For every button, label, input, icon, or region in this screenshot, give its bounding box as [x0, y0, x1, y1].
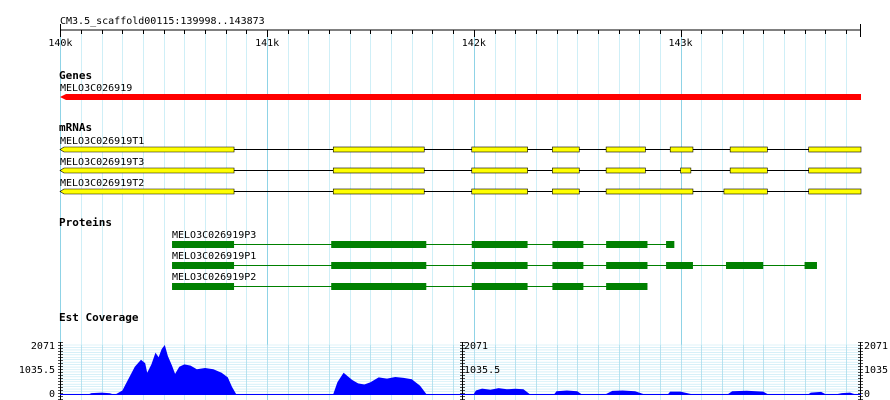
- protein-label: MELO3C026919P2: [172, 272, 256, 283]
- mrna-exon[interactable]: [552, 188, 580, 195]
- mrna-label: MELO3C026919T2: [60, 178, 144, 189]
- mrna-exon[interactable]: [808, 167, 862, 174]
- ruler-tick-label: 142k: [462, 38, 486, 49]
- coverage-zero-label-right: 0: [864, 389, 870, 400]
- mrna-exon[interactable]: [332, 188, 425, 195]
- genes-section-title: Genes: [59, 69, 92, 82]
- coverage-mid-label-right: 1035.5: [864, 365, 890, 376]
- protein-block[interactable]: [804, 262, 817, 269]
- protein-block[interactable]: [606, 241, 648, 248]
- protein-block[interactable]: [331, 241, 427, 248]
- coverage-axes: 2071 1035.5 0 2071 1035.5 2071 1035.5 0: [19, 341, 890, 400]
- ruler-tick-label: 140k: [48, 38, 72, 49]
- est-coverage-track: Est Coverage 2071 1035.5 0 2071 1035.5 2…: [19, 311, 890, 400]
- ruler: CM3.5_scaffold00115:139998..143873 140k 1…: [48, 16, 861, 49]
- gene-feature[interactable]: [60, 94, 861, 100]
- mrna-exon[interactable]: [471, 167, 528, 174]
- protein-block[interactable]: [331, 283, 427, 290]
- proteins-track: Proteins MELO3C026919P3 MELO3C026919P1 M…: [59, 216, 817, 290]
- genes-track: Genes MELO3C026919: [59, 69, 861, 100]
- protein-block[interactable]: [552, 241, 584, 248]
- mrna-exon[interactable]: [59, 167, 235, 174]
- mrna-exon[interactable]: [808, 188, 862, 195]
- coverage-zero-label: 0: [49, 389, 55, 400]
- mrna-exon[interactable]: [605, 146, 646, 153]
- mrna-exon[interactable]: [552, 146, 580, 153]
- location-label: CM3.5_scaffold00115:139998..143873: [60, 16, 265, 27]
- mrna-exon[interactable]: [605, 167, 646, 174]
- mrna-exon[interactable]: [332, 167, 425, 174]
- mrna-exon[interactable]: [729, 146, 768, 153]
- mrnas-section-title: mRNAs: [59, 121, 92, 134]
- mrna-label: MELO3C026919T1: [60, 136, 144, 147]
- mrna-exon[interactable]: [729, 167, 768, 174]
- ruler-ticks: 140k 141k 142k 143k: [48, 24, 861, 49]
- background-grid: [60, 30, 847, 400]
- protein-block[interactable]: [726, 262, 764, 269]
- protein-block[interactable]: [552, 283, 584, 290]
- protein-block[interactable]: [172, 283, 235, 290]
- gene-label: MELO3C026919: [60, 83, 132, 94]
- protein-label: MELO3C026919P1: [172, 251, 256, 262]
- mrnas-track: mRNAs MELO3C026919T1 MELO3C026919T3 MELO…: [59, 121, 862, 195]
- coverage-section-title: Est Coverage: [59, 311, 139, 324]
- proteins-section-title: Proteins: [59, 216, 112, 229]
- protein-block[interactable]: [471, 262, 528, 269]
- mrna-exon[interactable]: [471, 188, 528, 195]
- coverage-mid-label: 1035.5: [19, 365, 55, 376]
- ruler-tick-label: 141k: [255, 38, 279, 49]
- mrna-exon[interactable]: [605, 188, 694, 195]
- protein-block[interactable]: [666, 262, 693, 269]
- protein-block[interactable]: [552, 262, 584, 269]
- protein-block[interactable]: [172, 241, 235, 248]
- coverage-mid-label-center: 1035.5: [464, 365, 500, 376]
- mrna-exon[interactable]: [680, 167, 692, 174]
- protein-block[interactable]: [666, 241, 675, 248]
- protein-block[interactable]: [471, 283, 528, 290]
- mrna-exon[interactable]: [59, 146, 235, 153]
- protein-block[interactable]: [606, 283, 648, 290]
- ruler-tick-label: 143k: [668, 38, 692, 49]
- coverage-max-label: 2071: [31, 341, 55, 352]
- coverage-max-label-right: 2071: [864, 341, 888, 352]
- protein-block[interactable]: [172, 262, 235, 269]
- mrna-exon[interactable]: [471, 146, 528, 153]
- coverage-area: [89, 345, 855, 394]
- protein-block[interactable]: [331, 262, 427, 269]
- protein-block[interactable]: [606, 262, 648, 269]
- mrna-exon[interactable]: [332, 146, 425, 153]
- protein-label: MELO3C026919P3: [172, 230, 256, 241]
- mrna-exon[interactable]: [669, 146, 694, 153]
- mrna-exon[interactable]: [723, 188, 768, 195]
- mrna-exon[interactable]: [552, 167, 580, 174]
- mrna-exon[interactable]: [59, 188, 235, 195]
- coverage-max-label-center: 2071: [464, 341, 488, 352]
- protein-block[interactable]: [471, 241, 528, 248]
- mrna-label: MELO3C026919T3: [60, 157, 144, 168]
- mrna-exon[interactable]: [808, 146, 862, 153]
